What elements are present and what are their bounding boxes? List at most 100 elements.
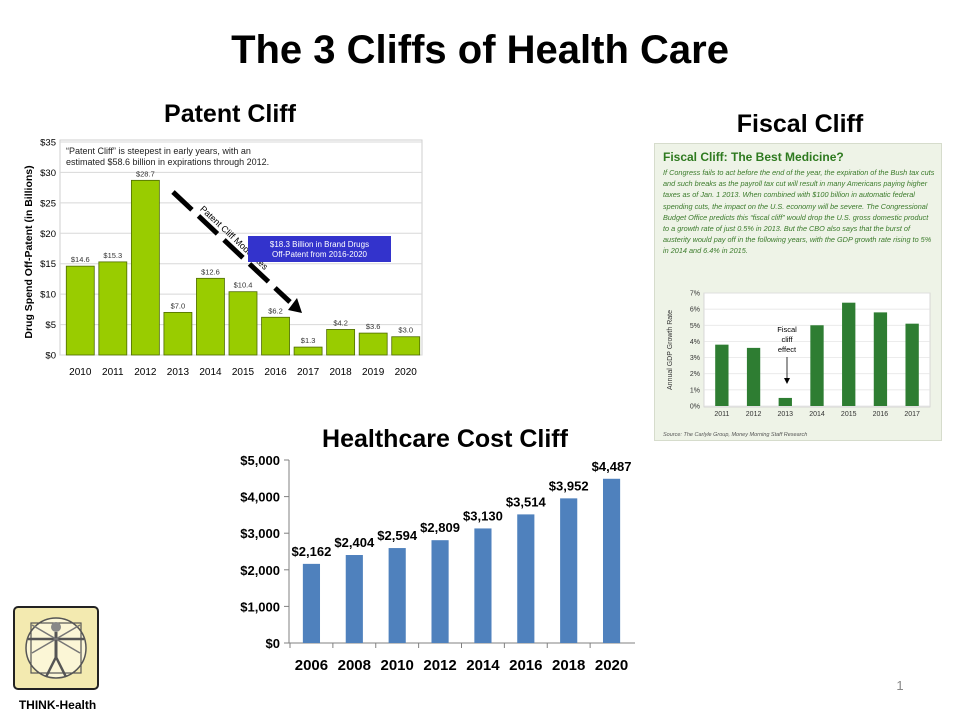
patent-bar [391, 336, 421, 356]
hc-y-tick-label: $3,000 [240, 526, 280, 541]
fiscal-annotation-line-2: cliff [781, 335, 793, 344]
logo-leg-left [44, 656, 58, 678]
hc-data-label: $3,130 [463, 508, 503, 523]
patent-y-tick-labels: $0 $5 $10 $15 $20 $25 $30 $35 [40, 138, 56, 362]
hc-x-tick-labels: 2006 2008 2010 2012 2014 2016 2018 2020 [289, 643, 628, 674]
patent-y-tick-label: $10 [40, 290, 56, 301]
patent-x-tick-label: 2017 [297, 367, 320, 378]
hc-x-tick-label: 2012 [423, 657, 456, 674]
hc-x-tick-label: 2006 [295, 657, 328, 674]
patent-cliff-chart: $0 $5 $10 $15 $20 $25 $30 $35 $14.6 $15.3 $28.7 $7… [23, 138, 423, 378]
patent-dashed-arrow [171, 190, 292, 304]
patent-x-tick-label: 2012 [134, 367, 157, 378]
patent-bar [196, 277, 225, 356]
patent-bar [98, 261, 128, 356]
patent-x-tick-label: 2019 [362, 367, 385, 378]
hc-data-label: $2,594 [377, 528, 418, 543]
hc-data-label: $3,514 [506, 494, 547, 509]
fiscal-panel-source: Source: The Carlyle Group, Money Morning… [663, 432, 808, 438]
patent-arrow-head [288, 298, 302, 313]
fiscal-x-tick-label: 2013 [777, 411, 793, 418]
healthcare-cost-chart: $0$1,000$2,000$3,000$4,000$5,000 $2,162$… [240, 453, 635, 674]
patent-y-tick-label: $5 [45, 320, 56, 331]
fiscal-bar [842, 302, 856, 406]
patent-callout-line-2: Off-Patent from 2016-2020 [272, 250, 368, 259]
slide-title: The 3 Cliffs of Health Care [231, 28, 729, 72]
fiscal-bar [746, 347, 761, 406]
patent-bar [130, 179, 160, 356]
fiscal-y-tick-label: 1% [690, 387, 700, 394]
patent-bar [358, 332, 388, 356]
fiscal-y-axis-label: Annual GDP Growth Rate [667, 310, 674, 390]
patent-y-tick-label: $20 [40, 229, 56, 240]
patent-data-label: $3.6 [366, 322, 381, 331]
hc-x-tick-label: 2018 [552, 657, 585, 674]
think-health-logo [13, 606, 99, 690]
fiscal-gdp-chart: 0%1%2%3%4%5%6%7% 2011 2012 2013 2014 2015 201… [667, 291, 931, 418]
hc-bar [560, 498, 578, 643]
fiscal-x-tick-label: 2017 [904, 411, 920, 418]
healthcare-cost-title: Healthcare Cost Cliff [322, 425, 568, 453]
page-number: 1 [896, 678, 904, 693]
patent-data-label: $7.0 [171, 301, 186, 310]
hc-y-tick-label: $4,000 [240, 490, 280, 505]
fiscal-y-tick-label: 7% [690, 291, 700, 298]
patent-y-tick-label: $0 [45, 351, 56, 362]
patent-callout-line-1: $18.3 Billion in Brand Drugs [270, 240, 369, 249]
hc-data-label: $2,404 [334, 535, 375, 550]
patent-x-tick-label: 2020 [395, 367, 418, 378]
fiscal-bar [810, 325, 824, 406]
patent-data-label: $10.4 [234, 281, 253, 290]
hc-x-tick-label: 2016 [509, 657, 542, 674]
fiscal-y-tick-labels: 0% 1% 2% 3% 4% 5% 6% 7% [690, 291, 700, 411]
logo-leg-right [54, 656, 68, 678]
fiscal-bar [873, 312, 888, 406]
fiscal-x-tick-labels: 2011 2012 2013 2014 2015 2016 2017 [714, 411, 920, 418]
patent-x-tick-label: 2013 [167, 367, 190, 378]
hc-bar [302, 563, 321, 643]
hc-data-label: $2,809 [420, 520, 460, 535]
patent-data-label: $6.2 [268, 306, 283, 315]
patent-data-label: $4.2 [333, 318, 348, 327]
patent-data-label: $1.3 [301, 336, 316, 345]
logo-caption: THINK-Health [18, 698, 97, 712]
fiscal-y-tick-label: 4% [690, 339, 700, 346]
hc-y-tick-label: $1,000 [240, 599, 280, 614]
fiscal-y-tick-label: 3% [690, 355, 700, 362]
fiscal-panel-heading: Fiscal Cliff: The Best Medicine? [663, 150, 844, 164]
fiscal-x-tick-label: 2012 [746, 411, 762, 418]
patent-data-label: $14.6 [71, 255, 90, 264]
patent-y-tick-label: $35 [40, 138, 56, 149]
fiscal-bars [715, 302, 919, 406]
hc-x-tick-label: 2014 [466, 657, 500, 674]
patent-y-tick-label: $25 [40, 198, 56, 209]
fiscal-x-tick-label: 2016 [873, 411, 889, 418]
fiscal-x-tick-label: 2015 [841, 411, 857, 418]
logo-head [51, 622, 61, 632]
patent-bar [326, 329, 356, 356]
patent-x-tick-label: 2015 [232, 367, 255, 378]
patent-x-tick-labels: 2010 2011 2012 2013 2014 2015 2016 2017 2018 2019… [69, 367, 417, 378]
hc-bar [517, 514, 535, 643]
patent-x-tick-label: 2011 [102, 367, 124, 378]
patent-y-tick-label: $30 [40, 168, 56, 179]
patent-x-tick-label: 2018 [330, 367, 353, 378]
fiscal-x-tick-label: 2014 [809, 411, 825, 418]
hc-y-tick-label: $5,000 [240, 453, 280, 468]
fiscal-cliff-title: Fiscal Cliff [736, 110, 864, 138]
fiscal-annotation-line-3: effect [778, 345, 797, 354]
hc-bar [431, 540, 449, 643]
patent-x-tick-label: 2014 [199, 367, 222, 378]
patent-data-label: $28.7 [136, 169, 155, 178]
fiscal-y-tick-label: 2% [690, 371, 700, 378]
hc-bar [602, 478, 621, 643]
patent-bar [163, 311, 193, 356]
fiscal-annotation-line-1: Fiscal [777, 325, 797, 334]
logo-arm-right [31, 624, 81, 654]
fiscal-bar [778, 397, 792, 406]
patent-data-label: $15.3 [103, 251, 122, 260]
hc-x-tick-label: 2020 [595, 657, 628, 674]
patent-x-tick-label: 2010 [69, 367, 92, 378]
fiscal-x-tick-label: 2011 [714, 411, 729, 418]
hc-y-tick-label: $0 [266, 636, 280, 651]
